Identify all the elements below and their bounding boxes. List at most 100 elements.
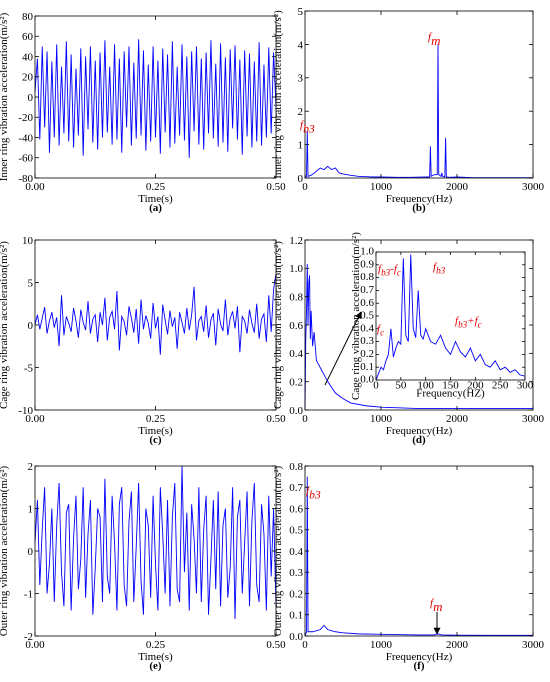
annotation: fb3+fc [455, 315, 482, 330]
x-tick-label: 0.50 [266, 639, 286, 651]
x-tick-label: 0.00 [25, 639, 45, 651]
y-tick-label: 0.8 [360, 271, 374, 283]
annotation-text: f [378, 263, 383, 275]
x-tick-label: 2000 [446, 639, 469, 651]
annotation-text: f [455, 315, 460, 327]
y-tick-label: 0.7 [360, 284, 374, 296]
annotation-text: +f [467, 315, 479, 327]
x-tick-label: 100 [417, 380, 434, 392]
annotation-subscript: c [478, 320, 482, 330]
x-tick-label: 1000 [370, 181, 393, 193]
x-tick-label: 0.25 [146, 413, 166, 425]
x-axis-label: Frequency(HZ) [416, 388, 485, 400]
y-tick-label: 0.3 [360, 335, 374, 347]
y-tick-label: 2 [28, 461, 34, 473]
annotation-subscript: c [380, 328, 384, 338]
y-tick-label: 0 [28, 320, 34, 332]
y-tick-label: 2 [298, 106, 304, 118]
y-tick-label: 0.4 [289, 546, 303, 558]
x-tick-label: 0.50 [266, 413, 286, 425]
y-tick-label: 0.4 [360, 322, 374, 334]
y-axis-label: Outer ring vibration acceleration(m/s²) [0, 465, 10, 636]
x-tick-label: 1000 [370, 413, 393, 425]
annotation: fm [430, 597, 442, 614]
annotation-text: -f [390, 263, 399, 275]
y-axis-label: Cage ring vibration acceleration(m/s²) [272, 241, 284, 409]
y-tick-label: 0.6 [289, 320, 303, 332]
y-axis-label: Cage ring vibration acceleration(m/s²) [0, 241, 10, 409]
annotation-subscript: c [397, 268, 401, 278]
x-tick-label: 0 [302, 413, 308, 425]
panel-caption: (b) [412, 202, 426, 214]
y-tick-label: 0.2 [289, 377, 303, 389]
y-tick-label: -2 [24, 631, 33, 643]
x-axis-label: Time(s) [138, 193, 173, 205]
signal-line [375, 254, 526, 381]
y-tick-label: 0.1 [289, 610, 303, 622]
annotation-subscript: b3 [436, 266, 446, 276]
inset-background [376, 252, 525, 380]
panel-caption: (e) [149, 660, 162, 672]
signal-line [34, 465, 277, 620]
annotation-text: f [377, 323, 382, 335]
y-tick-label: -60 [18, 153, 33, 165]
y-axis-label: Inner ring vibration acceleration(m/s²) [272, 10, 284, 179]
y-tick-label: 0.8 [289, 292, 303, 304]
x-axis-label: Frequency(Hz) [386, 193, 453, 205]
signal-line [34, 273, 277, 355]
y-tick-label: 0.1 [360, 361, 374, 373]
annotation-subscript: m [433, 599, 442, 614]
signal-line [304, 264, 533, 411]
y-tick-label: 0.0 [289, 631, 303, 643]
y-tick-label: 1.0 [289, 263, 303, 275]
x-tick-label: 3000 [522, 639, 545, 651]
annotation-subscript: b3 [458, 320, 468, 330]
y-tick-label: 0.5 [289, 525, 303, 537]
y-tick-label: 0.9 [360, 258, 374, 270]
y-axis-label: Cage ring vibration acceleration(m/s²) [350, 232, 362, 400]
y-tick-label: -10 [18, 405, 33, 417]
y-tick-label: -20 [18, 112, 33, 124]
y-tick-label: 0.5 [360, 310, 374, 322]
x-tick-label: 0.00 [25, 413, 45, 425]
y-tick-label: -80 [18, 173, 33, 185]
y-tick-label: 80 [22, 11, 34, 23]
annotation: fb3 [306, 485, 321, 502]
y-tick-label: 0.6 [360, 297, 374, 309]
signal-line [304, 476, 533, 637]
y-tick-label: 0.7 [289, 482, 303, 494]
annotation-text: f [430, 597, 435, 609]
x-tick-label: 0.25 [146, 639, 166, 651]
annotation-text: f [433, 261, 438, 273]
annotation-subscript: b3 [303, 123, 315, 136]
panel-caption: (c) [149, 434, 162, 446]
y-tick-label: 0.3 [289, 567, 303, 579]
annotation-subscript: m [431, 33, 440, 48]
annotation: fb3 [300, 119, 315, 136]
annotation: fm [428, 31, 440, 48]
annotation-text: f [300, 119, 305, 131]
panel-caption: (a) [149, 202, 162, 214]
y-tick-label: 40 [22, 51, 34, 63]
x-tick-label: 0.00 [25, 181, 45, 193]
x-tick-label: 250 [492, 380, 509, 392]
x-tick-label: 3000 [522, 181, 545, 193]
x-tick-label: 50 [395, 380, 407, 392]
panel-caption: (d) [412, 434, 426, 446]
signal-line [304, 44, 533, 179]
y-tick-label: -40 [18, 132, 33, 144]
y-tick-label: 1.0 [360, 246, 374, 258]
annotation: fb3-fc [378, 263, 401, 278]
y-tick-label: 0.2 [289, 588, 303, 600]
y-tick-label: 0.8 [289, 461, 303, 473]
x-tick-label: 0.50 [266, 181, 286, 193]
annotation-text: f [428, 31, 433, 43]
x-tick-label: 0.25 [146, 181, 166, 193]
panel-caption: (f) [414, 660, 425, 672]
y-tick-label: 3 [298, 73, 304, 85]
y-tick-label: 0.4 [289, 348, 303, 360]
x-tick-label: 0 [302, 639, 308, 651]
y-tick-label: 1 [298, 139, 304, 151]
y-tick-label: 0.0 [360, 374, 374, 386]
y-tick-label: 0.0 [289, 405, 303, 417]
